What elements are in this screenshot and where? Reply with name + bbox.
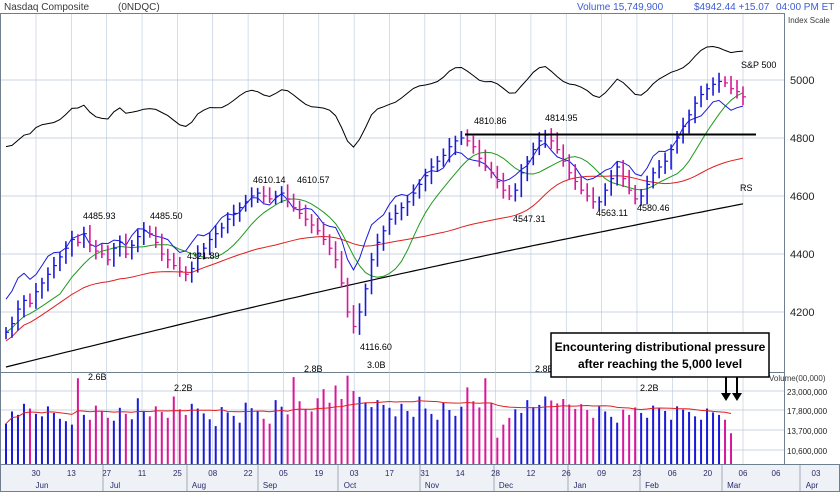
month-label: Apr [806,481,819,490]
price-bars [5,72,746,340]
month-label: Jan [574,481,587,490]
price-annotation-label: 4580.46 [637,203,670,213]
volume-y-axis: 23,000,000 17,800,000 13,700,000 10,600,000 [787,388,828,456]
annotation-callout: Encountering distributional pressure aft… [550,332,770,401]
rs-label: RS [740,183,753,193]
volume-tick-label: 17,800,000 [787,407,828,416]
month-label: Mar [727,481,741,490]
date-tick-label: 06 [739,469,748,478]
date-tick-label: 03 [350,469,359,478]
date-tick-label: 13 [67,469,76,478]
volume-annotation-label: 2.8B [535,364,554,374]
annotation-arrowhead-1 [721,393,731,401]
volume-annotation-label: 2.2B [640,383,659,393]
price-panel-frame [0,13,785,373]
date-tick-label: 06 [772,469,781,478]
price-tick-label: 4800 [790,133,814,145]
date-tick-label: 25 [173,469,182,478]
price-annotation-label: 4563.11 [596,208,628,218]
date-x-axis: 30 13 27 11 25 08 22 05 19 03 17 31 14 28 12 26 09 23 06 20… [32,465,821,491]
date-tick-label: 23 [632,469,641,478]
month-label: Nov [425,481,439,490]
price-annotation-label: 4810.86 [474,116,507,126]
sp500-line [5,45,744,148]
volume-annotations: 2.6B 2.2B 2.8B 3.0B 2.8B 2.2B [88,360,659,393]
ma10-path [5,92,744,333]
volume-bars [5,375,733,464]
date-tick-label: 19 [314,469,323,478]
volume-annotation-label: 2.6B [88,372,107,382]
sp500-label: S&P 500 [741,60,776,70]
month-label: Jun [36,481,49,490]
volume-annotation-label: 2.2B [174,383,193,393]
price-annotation-label: 4814.95 [545,113,578,123]
price-annotation-label: 4116.60 [360,342,392,352]
ma50-line [5,157,744,342]
month-label: Aug [192,481,206,490]
price-annotation-label: 4485.93 [83,211,116,221]
annotation-line-1: Encountering distributional pressure [555,340,766,354]
chart-title: Nasdaq Composite [4,2,89,13]
date-tick-label: 22 [244,469,253,478]
price-tick-label: 4600 [790,191,814,203]
volume-average-path [5,400,732,425]
ma200-path [5,203,744,368]
month-label: Sep [263,481,278,490]
date-tick-label: 09 [597,469,606,478]
price-tick-label: 4400 [790,249,814,261]
volume-tick-label: 23,000,000 [787,388,828,397]
price-annotation-label: 4485.50 [150,211,183,221]
date-tick-label: 30 [32,469,41,478]
price-annotation-label: 4321.89 [187,251,220,261]
volume-axis-title: Volume(00,000) [769,374,826,383]
date-tick-label: 08 [208,469,217,478]
ma10-line [5,92,744,333]
price-tick-label: 5000 [790,75,814,87]
date-tick-label: 03 [812,469,821,478]
grid-lines [1,14,784,464]
volume-annotation-label: 2.8B [304,364,323,374]
month-label: Oct [344,481,357,490]
volume-tick-label: 10,600,000 [787,447,828,456]
price-annotation-label: 4610.14 [253,175,286,185]
annotation-arrowhead-2 [732,393,742,401]
month-label: Jul [110,481,120,490]
volume-panel-frame [0,372,785,465]
price-readout: $4942.44 +15.07 [694,2,770,13]
date-tick-label: 17 [385,469,394,478]
ma200-line [5,203,744,368]
month-label: Feb [645,481,659,490]
date-tick-label: 11 [138,469,147,478]
annotation-box [550,332,770,378]
ma50-path [5,157,744,342]
price-tick-label: 4200 [790,307,814,319]
date-tick-label: 27 [102,469,111,478]
rs-line [5,99,744,300]
date-tick-label: 05 [279,469,288,478]
price-y-axis: 4200 4400 4600 4800 5000 [790,75,814,319]
date-tick-label: 28 [491,469,500,478]
date-tick-label: 12 [526,469,535,478]
rs-path [5,99,744,300]
ticker-symbol: (0NDQC) [118,2,160,13]
date-tick-label: 26 [562,469,571,478]
date-tick-label: 14 [456,469,465,478]
month-label: Dec [499,481,513,490]
annotation-line-2: after reaching the 5,000 level [578,357,742,371]
date-tick-label: 20 [703,469,712,478]
index-scale-label: Index Scale [788,16,830,25]
price-annotation-label: 4610.57 [297,175,330,185]
volume-tick-label: 13,700,000 [787,427,828,436]
price-annotations: 4485.93 4485.50 4321.89 4610.14 4610.57 4116.… [83,113,670,352]
time-readout: 04:00 PM ET [776,2,834,13]
volume-average-line [5,400,732,425]
volume-annotation-label: 3.0B [367,360,386,370]
volume-readout: Volume 15,749,900 [577,2,664,13]
sp500-path [5,45,744,148]
price-annotation-label: 4547.31 [513,214,546,224]
date-tick-label: 31 [420,469,429,478]
date-tick-label: 06 [668,469,677,478]
